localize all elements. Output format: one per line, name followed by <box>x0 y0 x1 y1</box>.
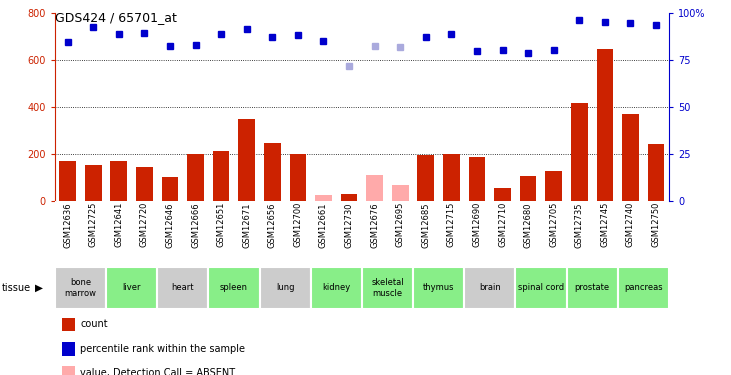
Bar <box>622 114 639 201</box>
Bar <box>213 152 230 201</box>
Bar <box>260 267 311 309</box>
Text: prostate: prostate <box>575 284 610 292</box>
Text: ▶: ▶ <box>35 283 43 293</box>
Bar <box>618 267 669 309</box>
Bar <box>106 267 157 309</box>
Bar <box>520 176 537 201</box>
Text: heart: heart <box>172 284 194 292</box>
Bar <box>571 104 588 201</box>
Text: tissue: tissue <box>1 283 31 293</box>
Bar <box>545 171 562 201</box>
Bar <box>110 161 127 201</box>
Bar <box>413 267 464 309</box>
Bar <box>289 154 306 201</box>
Bar <box>59 161 76 201</box>
Bar <box>136 166 153 201</box>
Bar <box>238 119 255 201</box>
Bar <box>208 267 260 309</box>
Text: percentile rank within the sample: percentile rank within the sample <box>80 344 246 354</box>
Bar <box>85 165 102 201</box>
Text: count: count <box>80 320 108 329</box>
Bar <box>515 267 567 309</box>
Text: spleen: spleen <box>220 284 248 292</box>
Bar <box>157 267 208 309</box>
Text: spinal cord: spinal cord <box>518 284 564 292</box>
Bar <box>648 144 664 201</box>
Text: GDS424 / 65701_at: GDS424 / 65701_at <box>55 11 177 24</box>
Bar <box>187 154 204 201</box>
Bar <box>341 194 357 201</box>
Text: thymus: thymus <box>423 284 455 292</box>
Bar <box>443 154 460 201</box>
Text: lung: lung <box>276 284 295 292</box>
Text: brain: brain <box>479 284 501 292</box>
Bar <box>464 267 515 309</box>
Bar <box>162 177 178 201</box>
Bar <box>469 157 485 201</box>
Bar <box>494 188 511 201</box>
Bar <box>392 185 409 201</box>
Bar <box>366 175 383 201</box>
Text: liver: liver <box>122 284 141 292</box>
Text: value, Detection Call = ABSENT: value, Detection Call = ABSENT <box>80 368 235 375</box>
Bar <box>362 267 413 309</box>
Bar <box>567 267 618 309</box>
Bar <box>311 267 362 309</box>
Bar <box>264 143 281 201</box>
Bar <box>596 50 613 201</box>
Text: skeletal
muscle: skeletal muscle <box>371 278 404 297</box>
Bar <box>315 195 332 201</box>
Bar <box>417 155 434 201</box>
Text: pancreas: pancreas <box>624 284 662 292</box>
Text: kidney: kidney <box>322 284 350 292</box>
Bar <box>55 267 106 309</box>
Text: bone
marrow: bone marrow <box>64 278 96 297</box>
